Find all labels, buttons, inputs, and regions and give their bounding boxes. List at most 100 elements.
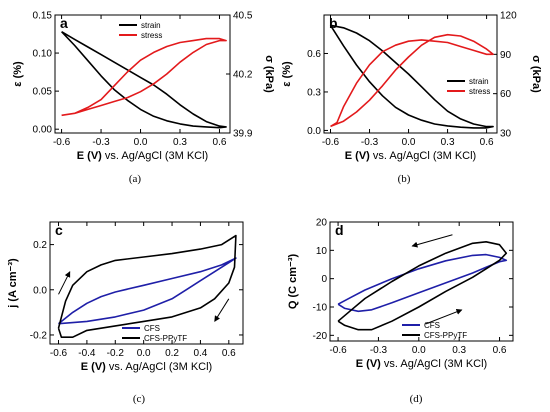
panel-caption: (b) [398,173,411,185]
x-axis-label-bold: E (V) [345,150,373,162]
legend-label: CFS-PPyTF [144,334,187,343]
panel-letter: d [335,222,344,238]
y-right-axis-label: σ (kPa) [530,55,542,93]
y-axis-label: ε (%) [281,61,293,87]
x-tick-label: 0.0 [134,137,148,148]
x-axis-label: E (V) vs. Ag/AgCl (3M KCl) [356,358,487,370]
x-tick-label: 0.6 [493,345,507,356]
x-tick-label: -0.2 [107,348,125,359]
x-axis-label: E (V) vs. Ag/AgCl (3M KCl) [77,150,208,162]
y-axis-label: Q (C cm⁻³) [287,254,299,310]
x-tick-label: 0.3 [173,137,187,148]
y-tick-label: 0.15 [33,11,53,22]
legend-label: CFS [144,324,160,333]
series-CFS [337,253,508,313]
x-tick-label: 0.4 [193,348,207,359]
x-axis-label: E (V) vs. Ag/AgCl (3M KCl) [81,361,212,373]
y-tick-label: 0.0 [307,126,321,137]
x-axis-label-rest: vs. Ag/AgCl (3M KCl) [373,150,476,162]
series-CFS [58,257,237,325]
x-tick-label: -0.3 [361,137,379,148]
panel-letter: b [329,15,338,31]
x-tick-label: 0.6 [480,137,494,148]
x-tick-label: 0.6 [213,137,227,148]
y-right-tick-label: 40.2 [233,70,253,81]
y-right-tick-label: 40.5 [233,11,253,22]
y-tick-label: 10 [316,246,328,257]
y-tick-label: 0.10 [33,49,53,60]
series-CFS-PPyTF [337,241,508,331]
y-tick-label: 20 [316,218,328,229]
x-tick-label: 0.0 [402,137,416,148]
legend-label: stress [469,87,490,96]
series-stress [61,37,227,117]
y-right-tick-label: 39.9 [233,129,253,140]
x-axis-label-rest: vs. Ag/AgCl (3M KCl) [109,361,212,373]
x-tick-label: 0.3 [441,137,455,148]
y-tick-label: 0.05 [33,87,53,98]
y-tick-label: 0.6 [307,49,321,60]
plot-frame [329,221,514,342]
x-tick-label: -0.6 [329,345,347,356]
x-axis-label-bold: E (V) [81,361,109,373]
panel-caption: (c) [133,393,146,405]
direction-arrow [411,234,453,248]
plot-frame [323,14,498,134]
panel-caption: (a) [129,173,142,185]
panel-caption: (d) [410,393,423,405]
x-axis-label: E (V) vs. Ag/AgCl (3M KCl) [345,150,476,162]
panel-letter: a [60,15,68,31]
direction-arrow [214,298,230,322]
y-tick-label: -0.2 [30,330,48,341]
y-right-tick-label: 90 [500,50,512,61]
panel-a: -0.6 -0.3 0.0 0.3 0.6 0.00 0.05 0.10 0.15 39.9 40.… [12,11,275,186]
series-CFS-PPyTF [57,234,237,338]
x-tick-label: -0.6 [322,137,340,148]
x-tick-label: -0.3 [370,345,388,356]
x-axis-label-rest: vs. Ag/AgCl (3M KCl) [105,150,208,162]
x-tick-label: 0.3 [452,345,466,356]
y-axis-label: j (A cm⁻³) [7,258,19,309]
x-axis-label-rest: vs. Ag/AgCl (3M KCl) [384,358,487,370]
panel-d: -0.6 -0.3 0.0 0.3 0.6 -20 -10 0 10 20 d CFSCFS-PPyT… [287,218,514,405]
y-tick-label: -20 [313,331,328,342]
y-right-axis-label: σ (kPa) [263,55,275,93]
series-strain [329,24,494,129]
y-tick-label: -10 [313,303,328,314]
y-tick-label: 0.3 [307,87,321,98]
legend-label: strain [469,77,489,86]
y-tick-label: 0.2 [33,240,47,251]
panel-letter: c [55,222,63,238]
y-right-tick-label: 30 [500,129,512,140]
panel-b: -0.6 -0.3 0.0 0.3 0.6 0.0 0.3 0.6 30 60 90 120 b stra… [281,11,542,186]
x-tick-label: 0.6 [222,348,236,359]
plot-frame [49,221,244,345]
direction-arrow [58,271,71,295]
x-axis-label-bold: E (V) [356,358,384,370]
x-tick-label: 0.0 [137,348,151,359]
y-tick-label: 0 [321,274,327,285]
y-right-tick-label: 120 [500,11,517,22]
y-right-tick-label: 60 [500,89,512,100]
x-axis-label-bold: E (V) [77,150,105,162]
legend-label: stress [141,31,162,40]
series-strain [61,31,227,129]
x-tick-label: -0.3 [92,137,110,148]
series-stress [330,33,494,128]
x-tick-label: -0.6 [50,348,68,359]
panel-c: -0.6 -0.4 -0.2 0.0 0.2 0.4 0.6 -0.2 0.0 0.2 c CFSCF… [7,221,244,405]
direction-arrow [425,309,463,325]
legend-label: CFS-PPyTF [424,331,467,340]
y-tick-label: 0.00 [33,125,53,136]
x-tick-label: 0.2 [165,348,179,359]
y-tick-label: 0.0 [33,285,47,296]
x-tick-label: -0.6 [53,137,71,148]
legend-label: strain [141,21,161,30]
x-tick-label: -0.4 [78,348,96,359]
y-axis-label: ε (%) [12,61,24,87]
